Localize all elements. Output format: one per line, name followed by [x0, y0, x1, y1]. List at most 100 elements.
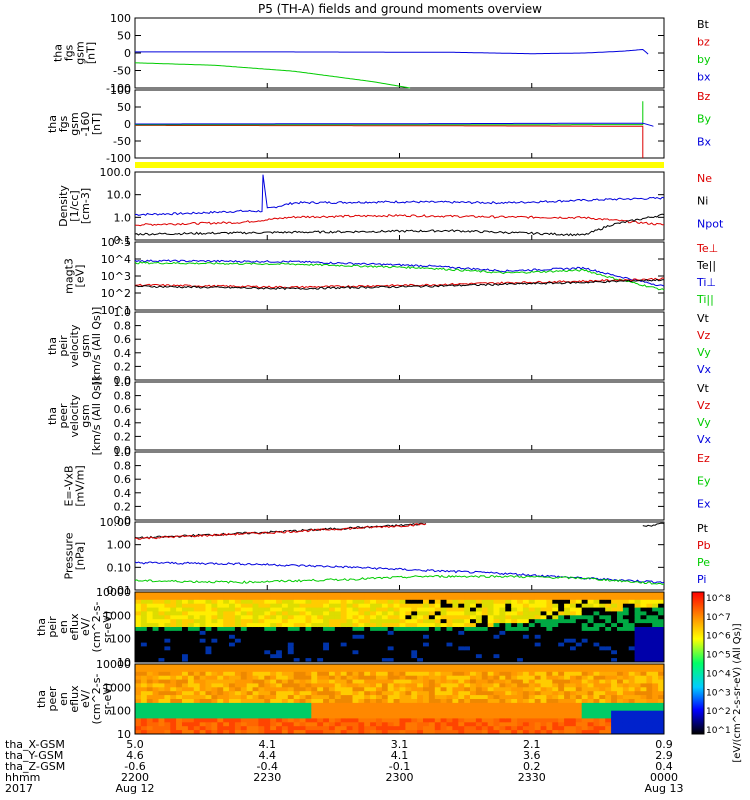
heatmap-cell: [381, 695, 389, 700]
heatmap-cell: [187, 627, 195, 632]
heatmap-cell: [446, 726, 453, 731]
heatmap-cell: [405, 650, 412, 655]
heatmap-cell: [587, 695, 594, 700]
x-axis-row-value: 0.4: [655, 760, 673, 773]
x-axis-row-value: 2230: [253, 771, 281, 784]
heatmap-cell: [575, 687, 583, 692]
heatmap-cell: [299, 687, 306, 692]
heatmap-cell: [423, 658, 430, 663]
heatmap-cell: [481, 695, 489, 700]
heatmap-cell: [158, 592, 165, 597]
y-axis-label-line: [eV]: [74, 265, 87, 288]
heatmap-cell: [458, 710, 465, 715]
heatmap-cell: [428, 691, 436, 696]
heatmap-cell: [340, 658, 347, 663]
heatmap-cell: [593, 630, 600, 636]
heatmap-cell: [270, 603, 277, 608]
heatmap-cell: [358, 595, 365, 601]
heatmap-cell: [352, 730, 359, 735]
heatmap-cell: [205, 730, 212, 735]
heatmap-cell: [417, 603, 424, 608]
heatmap-cell: [423, 611, 430, 616]
y-axis-label-line: peer: [46, 686, 59, 712]
heatmap-cell: [411, 706, 418, 712]
heatmap-cell: [393, 710, 400, 715]
heatmap-cell: [264, 630, 271, 636]
heatmap-cell: [358, 654, 365, 659]
heatmap-cell: [234, 722, 242, 727]
heatmap-cell: [423, 607, 430, 612]
heatmap-cell: [376, 675, 383, 680]
heatmap-cell: [652, 718, 659, 723]
heatmap-cell: [287, 619, 295, 624]
heatmap-cell: [158, 634, 165, 640]
heatmap-cell: [646, 679, 653, 684]
heatmap-cell: [475, 691, 483, 696]
heatmap-cell: [182, 667, 189, 673]
heatmap-cell: [587, 675, 594, 680]
heatmap-cell: [428, 671, 436, 677]
heatmap-cell: [329, 595, 336, 601]
heatmap-cell: [223, 675, 230, 680]
heatmap-cell: [252, 710, 259, 715]
heatmap-cell: [223, 650, 230, 655]
heatmap-cell: [158, 607, 165, 612]
heatmap-cell: [611, 619, 618, 624]
heatmap-cell: [493, 710, 500, 715]
heatmap-cell: [223, 595, 230, 601]
heatmap-cell: [517, 675, 524, 680]
y-tick-label: 1.0: [114, 446, 132, 459]
heatmap-cell: [346, 695, 353, 700]
heatmap-cell: [323, 702, 330, 708]
y-axis-label-line: -160: [79, 112, 92, 137]
heatmap-cell: [470, 658, 477, 663]
heatmap-cell: [364, 599, 371, 605]
heatmap-cell: [211, 691, 218, 696]
heatmap-cell: [423, 619, 430, 624]
heatmap-cell: [270, 615, 277, 620]
heatmap-cell: [428, 619, 436, 624]
heatmap-cell: [346, 722, 353, 727]
heatmap-cell: [317, 683, 324, 688]
heatmap-cell: [475, 611, 483, 616]
heatmap-cell: [440, 706, 447, 712]
heatmap-cell: [246, 714, 253, 719]
heatmap-cell: [223, 664, 230, 669]
heatmap-cell: [464, 658, 471, 663]
heatmap-cell: [540, 619, 547, 624]
heatmap-cell: [628, 619, 635, 624]
heatmap-cell: [152, 654, 159, 659]
heatmap-cell: [223, 619, 230, 624]
heatmap-cell: [270, 592, 277, 597]
heatmap-cell: [628, 710, 635, 715]
heatmap-cell: [617, 722, 624, 727]
heatmap-cell: [252, 611, 259, 616]
heatmap-cell: [587, 654, 594, 659]
legend-entry: Pi: [697, 573, 706, 586]
heatmap-cell: [428, 679, 436, 684]
heatmap-cell: [646, 599, 653, 605]
heatmap-cell: [417, 683, 424, 688]
heatmap-cell: [299, 592, 306, 597]
heatmap-cell: [164, 722, 171, 727]
heatmap-cell: [522, 718, 530, 723]
heatmap-cell: [558, 611, 565, 616]
heatmap-cell: [617, 702, 624, 708]
heatmap-cell: [229, 706, 236, 712]
heatmap-cell: [281, 611, 289, 616]
heatmap-cell: [146, 642, 154, 647]
heatmap-cell: [287, 714, 295, 719]
heatmap-cell: [176, 650, 183, 655]
heatmap-cell: [493, 683, 500, 688]
heatmap-cell: [646, 699, 653, 704]
heatmap-cell: [199, 619, 206, 624]
heatmap-cell: [152, 615, 159, 620]
heatmap-cell: [617, 630, 624, 636]
heatmap-cell: [628, 615, 635, 620]
heatmap-cell: [652, 675, 659, 680]
heatmap-cell: [593, 699, 600, 704]
heatmap-cell: [622, 714, 630, 719]
heatmap-cell: [393, 654, 400, 659]
heatmap-cell: [358, 691, 365, 696]
heatmap-cell: [528, 718, 536, 723]
